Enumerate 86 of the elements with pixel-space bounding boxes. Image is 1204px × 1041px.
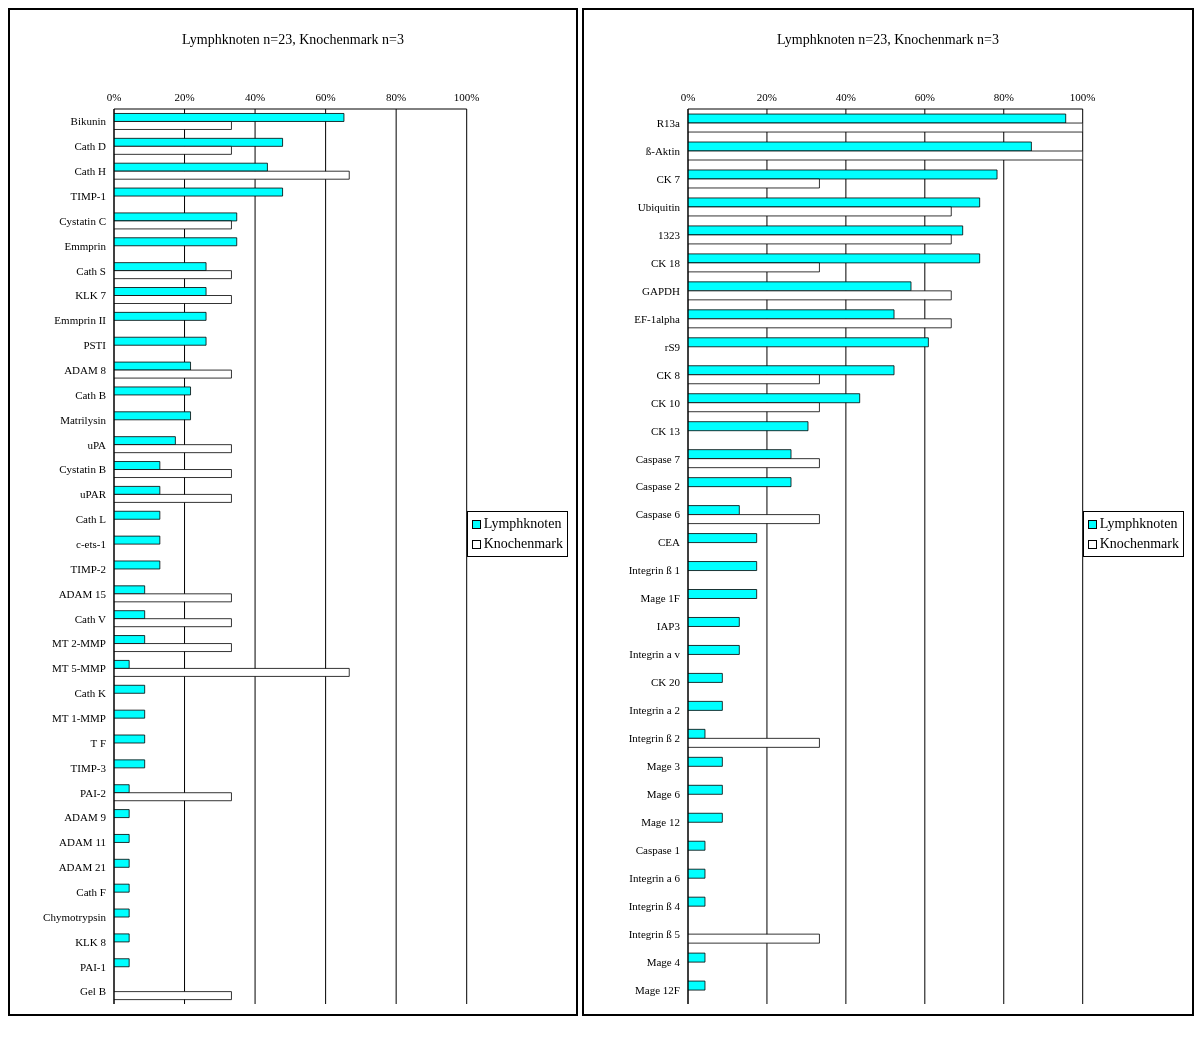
- x-tick-label: 60%: [914, 91, 935, 103]
- y-tick-label: Integrin a v: [629, 648, 681, 661]
- y-tick-label: Cath F: [76, 886, 106, 899]
- y-tick-label: CK 13: [650, 424, 681, 437]
- y-tick-label: PSTI: [83, 339, 107, 352]
- y-tick-label: IAP3: [656, 620, 681, 633]
- y-tick-label: Cath V: [74, 612, 107, 625]
- y-tick-label: TIMP-2: [70, 562, 106, 575]
- y-tick-label: 1323: [658, 228, 681, 241]
- y-tick-label: Matrilysin: [60, 413, 107, 426]
- y-tick-label: Mage 6: [646, 788, 681, 801]
- y-tick-label: ADAM 11: [59, 836, 106, 849]
- y-tick-label: PAI-1: [80, 960, 106, 973]
- x-tick-label: 20%: [174, 91, 195, 103]
- x-tick-label: 0%: [680, 91, 696, 103]
- y-tick-label: CK 18: [650, 256, 681, 269]
- y-tick-label: Bikunin: [70, 115, 107, 128]
- y-tick-label: CK 7: [656, 172, 681, 185]
- y-tick-label: T F: [90, 736, 106, 749]
- y-tick-label: c-ets-1: [76, 537, 106, 550]
- y-tick-label: Integrin a 2: [629, 704, 680, 717]
- chart-title: Lymphknoten n=23, Knochenmark n=3: [181, 31, 405, 49]
- y-tick-label: Cath L: [75, 513, 107, 526]
- y-tick-label: Mage 12: [641, 816, 680, 829]
- y-tick-label: Caspase 2: [635, 480, 680, 493]
- y-tick-label: Integrin a 6: [629, 872, 681, 885]
- y-tick-label: CEA: [658, 536, 681, 549]
- y-tick-label: Cath B: [75, 388, 106, 401]
- x-tick-label: 100%: [453, 91, 480, 103]
- y-tick-label: Cath K: [74, 687, 107, 700]
- y-tick-label: MT 2-MMP: [52, 637, 106, 650]
- y-tick-label: EF-1alpha: [634, 312, 681, 325]
- x-tick-label: 80%: [993, 91, 1014, 103]
- y-tick-label: Gel B: [80, 985, 106, 998]
- legend-label: Knochenmark: [483, 535, 563, 553]
- x-tick-label: 40%: [835, 91, 856, 103]
- y-tick-label: Cystatin B: [59, 463, 106, 476]
- y-tick-label: Chymotrypsin: [43, 910, 107, 923]
- x-tick-label: 0%: [106, 91, 122, 103]
- y-tick-label: Cath D: [74, 140, 107, 153]
- y-tick-label: uPA: [87, 438, 107, 451]
- x-tick-label: 100%: [1069, 91, 1096, 103]
- y-tick-label: CK 8: [656, 368, 681, 381]
- y-tick-label: uPAR: [80, 488, 107, 501]
- legend-label: Lymphknoten: [1099, 515, 1178, 533]
- y-tick-label: Ubiquitin: [637, 200, 681, 213]
- y-tick-label: Mage 3: [646, 760, 681, 773]
- y-tick-label: CK 20: [650, 676, 681, 689]
- y-tick-label: Integrin ß 1: [628, 564, 680, 577]
- legend-label: Knochenmark: [1099, 535, 1179, 553]
- y-tick-label: ADAM 9: [64, 811, 107, 824]
- legend-label: Lymphknoten: [483, 515, 562, 533]
- y-tick-label: MT 1-MMP: [52, 712, 106, 724]
- y-tick-label: Caspase 1: [635, 844, 680, 857]
- y-tick-label: Mage 1F: [640, 592, 680, 605]
- y-tick-label: PAI-2: [80, 786, 106, 799]
- chart-title: Lymphknoten n=23, Knochenmark n=3: [776, 31, 1000, 49]
- x-tick-label: 80%: [386, 91, 407, 103]
- x-tick-label: 60%: [315, 91, 336, 103]
- y-tick-label: Caspase 6: [635, 508, 681, 521]
- y-tick-label: Caspase 7: [635, 452, 681, 465]
- y-tick-label: ADAM 15: [58, 587, 107, 600]
- y-tick-label: MT 5-MMP: [52, 662, 106, 675]
- x-tick-label: 20%: [756, 91, 778, 103]
- x-tick-label: 40%: [244, 91, 266, 103]
- y-tick-label: Cath H: [74, 165, 107, 178]
- y-tick-label: ß-Aktin: [645, 144, 681, 157]
- y-tick-label: KLK 8: [75, 935, 107, 948]
- y-tick-label: Emmprin II: [54, 314, 107, 327]
- y-tick-label: ADAM 21: [58, 861, 106, 874]
- y-tick-label: Integrin ß 2: [628, 732, 680, 745]
- y-tick-label: R13a: [656, 116, 681, 129]
- y-tick-label: rS9: [664, 340, 681, 353]
- y-tick-label: Integrin ß 4: [628, 900, 681, 913]
- y-tick-label: Emmprin: [64, 239, 107, 252]
- y-tick-label: GAPDH: [642, 284, 681, 297]
- y-tick-label: Cath S: [76, 264, 106, 277]
- y-tick-label: Mage 4: [646, 955, 681, 968]
- y-tick-label: ADAM 8: [64, 363, 107, 376]
- y-tick-label: TIMP-1: [70, 189, 106, 202]
- y-tick-label: KLK 7: [75, 289, 107, 302]
- y-tick-label: CK 10: [650, 396, 681, 409]
- y-tick-label: Cystatin C: [59, 214, 106, 227]
- y-tick-label: Mage 12F: [635, 983, 680, 996]
- y-tick-label: TIMP-3: [70, 761, 107, 774]
- y-tick-label: Integrin ß 5: [628, 927, 681, 940]
